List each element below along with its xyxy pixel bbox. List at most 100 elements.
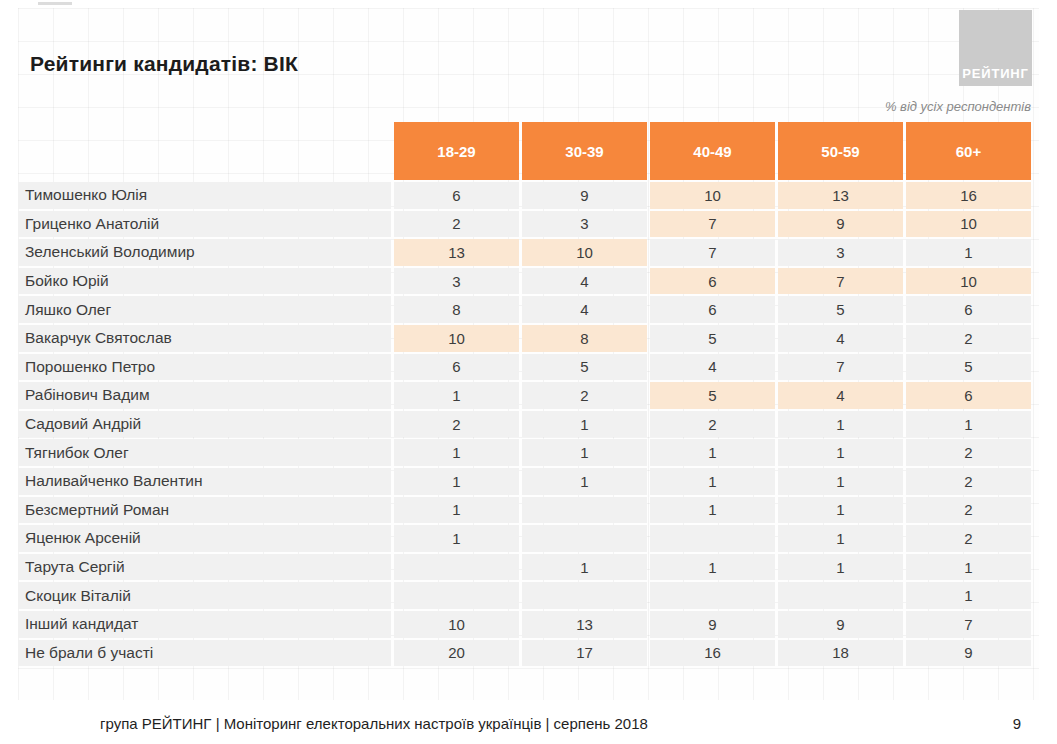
value-cell: 4 [778, 325, 903, 352]
candidate-row-label: Тягнибок Олег [18, 439, 391, 466]
candidate-row-label: Рабінович Вадим [18, 382, 391, 409]
value-cell: 6 [394, 354, 519, 381]
value-cell: 6 [906, 382, 1031, 409]
value-cell: 1 [394, 382, 519, 409]
value-cell: 13 [394, 239, 519, 266]
value-cell: 6 [394, 182, 519, 209]
percent-respondents-note: % від усіх респондентів [885, 99, 1031, 114]
value-cell: 6 [906, 296, 1031, 323]
table-corner-spacer [18, 122, 391, 180]
value-cell: 10 [906, 211, 1031, 238]
footer-caption: група РЕЙТИНГ | Моніторинг електоральних… [100, 715, 648, 732]
rating-logo-text: РЕЙТИНГ [962, 66, 1028, 81]
value-cell: 1 [906, 239, 1031, 266]
candidate-row-label: Тимошенко Юлія [18, 182, 391, 209]
value-cell [522, 525, 647, 552]
value-cell: 6 [650, 268, 775, 295]
slide-title: Рейтинги кандидатів: ВІК [30, 52, 298, 76]
candidate-row-label: Бойко Юрій [18, 268, 391, 295]
value-cell: 1 [650, 468, 775, 495]
value-cell: 9 [778, 211, 903, 238]
value-cell: 3 [778, 239, 903, 266]
candidate-row-label: Безсмертний Роман [18, 497, 391, 524]
value-cell: 2 [906, 525, 1031, 552]
candidate-row-label: Яценюк Арсеній [18, 525, 391, 552]
candidate-row-label: Зеленський Володимир [18, 239, 391, 266]
value-cell: 18 [778, 640, 903, 667]
value-cell: 4 [522, 268, 647, 295]
value-cell: 1 [650, 554, 775, 581]
candidate-row-label: Тарута Сергій [18, 554, 391, 581]
value-cell: 1 [906, 582, 1031, 609]
candidate-row-label: Інший кандидат [18, 611, 391, 638]
value-cell: 20 [394, 640, 519, 667]
value-cell: 4 [650, 354, 775, 381]
value-cell: 10 [522, 239, 647, 266]
value-cell: 7 [778, 268, 903, 295]
value-cell: 10 [394, 611, 519, 638]
value-cell: 1 [778, 439, 903, 466]
age-column-header-40-49: 40-49 [650, 122, 775, 180]
value-cell: 2 [906, 439, 1031, 466]
value-cell: 8 [522, 325, 647, 352]
age-column-header-60+: 60+ [906, 122, 1031, 180]
value-cell: 2 [650, 411, 775, 438]
value-cell: 1 [778, 497, 903, 524]
value-cell: 17 [522, 640, 647, 667]
value-cell: 2 [906, 497, 1031, 524]
slide-footer: група РЕЙТИНГ | Моніторинг електоральних… [0, 706, 1057, 740]
value-cell: 2 [394, 211, 519, 238]
slide-page: Рейтинги кандидатів: ВІК РЕЙТИНГ % від у… [0, 0, 1057, 744]
value-cell: 1 [394, 468, 519, 495]
value-cell: 5 [906, 354, 1031, 381]
value-cell: 8 [394, 296, 519, 323]
value-cell [394, 554, 519, 581]
value-cell: 1 [394, 525, 519, 552]
candidate-ratings-by-age-table: 18-2930-3940-4950-5960+Тимошенко Юлія691… [18, 122, 1031, 666]
value-cell: 2 [906, 325, 1031, 352]
value-cell: 7 [650, 239, 775, 266]
age-column-header-30-39: 30-39 [522, 122, 647, 180]
slide-canvas: Рейтинги кандидатів: ВІК РЕЙТИНГ % від у… [18, 8, 1039, 700]
candidate-row-label: Ляшко Олег [18, 296, 391, 323]
value-cell [394, 582, 519, 609]
value-cell: 5 [522, 354, 647, 381]
value-cell: 1 [778, 525, 903, 552]
value-cell: 7 [906, 611, 1031, 638]
candidate-row-label: Садовий Андрій [18, 411, 391, 438]
value-cell: 1 [522, 439, 647, 466]
value-cell: 1 [522, 468, 647, 495]
value-cell: 3 [394, 268, 519, 295]
candidate-row-label: Гриценко Анатолій [18, 211, 391, 238]
value-cell: 10 [394, 325, 519, 352]
value-cell [650, 525, 775, 552]
value-cell: 9 [778, 611, 903, 638]
candidate-row-label: Вакарчук Святослав [18, 325, 391, 352]
value-cell [778, 582, 903, 609]
value-cell: 1 [778, 554, 903, 581]
value-cell: 4 [522, 296, 647, 323]
value-cell: 5 [778, 296, 903, 323]
value-cell: 1 [778, 411, 903, 438]
age-column-header-50-59: 50-59 [778, 122, 903, 180]
candidate-row-label: Наливайченко Валентин [18, 468, 391, 495]
value-cell: 1 [394, 497, 519, 524]
value-cell: 13 [522, 611, 647, 638]
rating-group-logo: РЕЙТИНГ [959, 10, 1032, 86]
value-cell: 16 [650, 640, 775, 667]
value-cell: 9 [906, 640, 1031, 667]
value-cell: 4 [778, 382, 903, 409]
value-cell: 10 [650, 182, 775, 209]
value-cell: 2 [522, 382, 647, 409]
value-cell: 13 [778, 182, 903, 209]
candidate-row-label: Не брали б участі [18, 640, 391, 667]
value-cell: 6 [650, 296, 775, 323]
value-cell: 1 [906, 554, 1031, 581]
top-left-dash [38, 2, 72, 5]
value-cell: 1 [522, 411, 647, 438]
value-cell: 2 [906, 468, 1031, 495]
value-cell: 5 [650, 382, 775, 409]
candidate-row-label: Скоцик Віталій [18, 582, 391, 609]
age-column-header-18-29: 18-29 [394, 122, 519, 180]
value-cell: 7 [778, 354, 903, 381]
